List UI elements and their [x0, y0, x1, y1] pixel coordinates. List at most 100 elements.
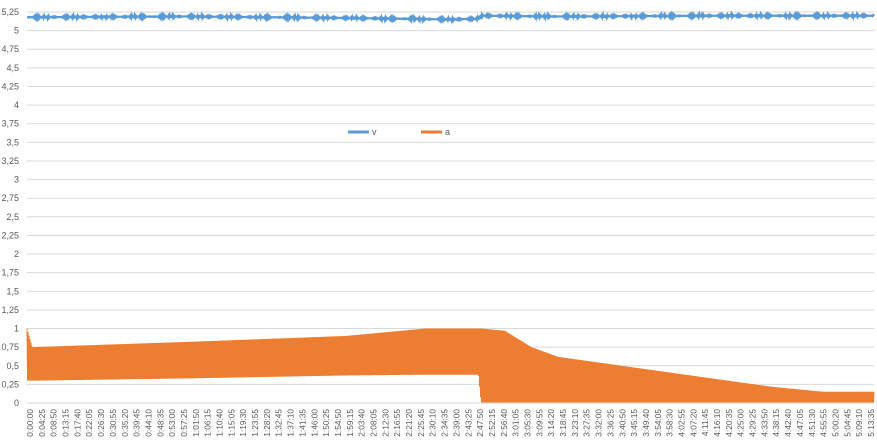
x-tick-label: 1:41:35: [297, 409, 307, 437]
y-tick-label: 1,5: [6, 286, 19, 296]
x-tick-label: 0:48:35: [155, 409, 165, 437]
x-tick-label: 0:04:25: [37, 409, 47, 437]
x-tick-label: 2:47:50: [475, 409, 485, 437]
x-tick-label: 1:46:00: [309, 409, 319, 437]
y-tick-label: 2,5: [6, 212, 19, 222]
x-tick-label: 3:14:20: [546, 409, 556, 437]
x-tick-label: 1:15:05: [226, 409, 236, 437]
x-tick-label: 2:34:35: [440, 409, 450, 437]
x-tick-label: 2:21:20: [404, 409, 414, 437]
x-tick-label: 2:08:05: [369, 409, 379, 437]
x-tick-label: 1:28:20: [262, 409, 272, 437]
x-tick-label: 1:19:30: [238, 409, 248, 437]
y-tick-label: 4,25: [1, 81, 19, 91]
y-axis-ticks: 0 0,25 0,5 0,75 1 1,25 1,5 1,75 2 2,25 2,5 2,75 3 3,2…: [1, 7, 19, 408]
y-tick-label: 2: [14, 249, 19, 259]
x-tick-label: 4:55:55: [819, 409, 829, 437]
x-tick-label: 2:39:00: [451, 409, 461, 437]
x-tick-label: 3:54:05: [653, 409, 663, 437]
x-tick-label: 2:52:15: [487, 409, 497, 437]
x-tick-label: 5:13:35: [866, 409, 876, 437]
x-tick-label: 4:51:30: [807, 409, 817, 437]
x-tick-label: 3:18:45: [558, 409, 568, 437]
x-tick-label: 3:23:10: [570, 409, 580, 437]
y-tick-label: 0: [14, 398, 19, 408]
x-tick-label: 3:40:50: [617, 409, 627, 437]
x-tick-label: 4:42:40: [783, 409, 793, 437]
x-tick-label: 0:30:55: [108, 409, 118, 437]
x-tick-label: 4:16:10: [712, 409, 722, 437]
x-tick-label: 2:25:45: [416, 409, 426, 437]
x-tick-label: 5:09:10: [854, 409, 864, 437]
x-tick-label: 4:38:15: [771, 409, 781, 437]
x-tick-label: 2:03:40: [357, 409, 367, 437]
legend-label-v: v: [372, 127, 377, 137]
x-axis-ticks: 0:00:00 0:04:25 0:08:50 0:13:15 0:17:40 0:22:…: [25, 409, 876, 437]
x-tick-label: 5:04:45: [842, 409, 852, 437]
y-tick-label: 1,25: [1, 305, 19, 315]
y-tick-label: 2,25: [1, 230, 19, 240]
x-tick-label: 2:12:30: [380, 409, 390, 437]
series-a-line: [26, 328, 875, 404]
x-tick-label: 0:57:25: [179, 409, 189, 437]
y-tick-label: 3: [14, 175, 19, 185]
x-tick-label: 1:32:45: [274, 409, 284, 437]
x-tick-label: 3:45:15: [629, 409, 639, 437]
x-tick-label: 1:23:55: [250, 409, 260, 437]
x-tick-label: 3:01:05: [511, 409, 521, 437]
x-tick-label: 1:54:50: [333, 409, 343, 437]
legend-label-a: a: [445, 127, 450, 137]
x-tick-label: 3:58:30: [665, 409, 675, 437]
x-tick-label: 2:30:10: [428, 409, 438, 437]
x-tick-label: 1:06:15: [203, 409, 213, 437]
series-v-line: [26, 10, 875, 26]
x-tick-label: 0:35:20: [120, 409, 130, 437]
x-tick-label: 5:00:20: [830, 409, 840, 437]
x-tick-label: 4:29:25: [748, 409, 758, 437]
grid-lines: [27, 11, 874, 385]
x-tick-label: 4:47:05: [795, 409, 805, 437]
x-tick-label: 3:36:25: [605, 409, 615, 437]
x-tick-label: 4:07:20: [688, 409, 698, 437]
x-tick-label: 3:49:40: [641, 409, 651, 437]
x-tick-label: 2:43:25: [463, 409, 473, 437]
y-tick-label: 0,75: [1, 342, 19, 352]
series-a: [26, 328, 875, 404]
x-tick-label: 0:53:00: [167, 409, 177, 437]
x-tick-label: 1:10:40: [215, 409, 225, 437]
y-tick-label: 3,25: [1, 156, 19, 166]
y-tick-label: 4: [14, 100, 19, 110]
x-tick-label: 4:02:55: [676, 409, 686, 437]
y-tick-label: 4,75: [1, 44, 19, 54]
x-tick-label: 4:20:35: [724, 409, 734, 437]
x-tick-label: 0:44:10: [143, 409, 153, 437]
y-tick-label: 1: [14, 324, 19, 334]
y-tick-label: 4,5: [6, 63, 19, 73]
x-tick-label: 1:37:10: [286, 409, 296, 437]
y-tick-label: 0,25: [1, 379, 19, 389]
y-tick-label: 3,5: [6, 137, 19, 147]
y-tick-label: 5,25: [1, 7, 19, 17]
x-tick-label: 4:11:45: [700, 409, 710, 436]
x-tick-label: 4:25:00: [736, 409, 746, 437]
y-tick-label: 5: [14, 26, 19, 36]
series-v: [26, 10, 875, 26]
x-tick-label: 1:01:50: [191, 409, 201, 437]
x-tick-label: 3:32:00: [594, 409, 604, 437]
x-tick-label: 0:13:15: [61, 409, 71, 437]
x-tick-label: 1:59:15: [345, 409, 355, 437]
y-tick-label: 3,75: [1, 119, 19, 129]
x-tick-label: 2:56:40: [499, 409, 509, 437]
x-tick-label: 3:27:35: [582, 409, 592, 437]
y-tick-label: 2,75: [1, 193, 19, 203]
x-tick-label: 0:39:45: [132, 409, 142, 437]
x-tick-label: 3:09:55: [534, 409, 544, 437]
x-tick-label: 0:08:50: [49, 409, 59, 437]
x-tick-label: 0:00:00: [25, 409, 35, 437]
x-tick-label: 0:26:30: [96, 409, 106, 437]
y-tick-label: 1,75: [1, 268, 19, 278]
x-tick-label: 4:33:50: [759, 409, 769, 437]
x-tick-label: 2:16:55: [392, 409, 402, 437]
x-tick-label: 3:05:30: [522, 409, 532, 437]
